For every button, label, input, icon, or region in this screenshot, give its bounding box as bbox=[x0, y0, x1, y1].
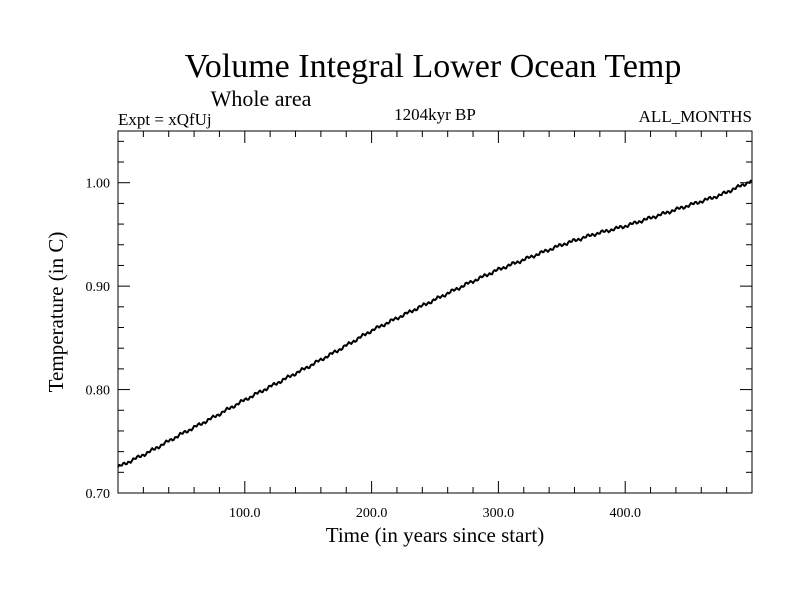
x-tick-label: 100.0 bbox=[229, 506, 261, 521]
y-tick-label: 0.90 bbox=[86, 280, 111, 295]
y-tick-label: 0.80 bbox=[86, 384, 111, 399]
y-tick-label: 0.70 bbox=[86, 487, 111, 502]
series-line bbox=[117, 179, 753, 468]
y-tick-labels: 0.70 0.80 0.90 1.00 bbox=[86, 177, 111, 502]
y-tick-label: 1.00 bbox=[86, 177, 111, 192]
y-axis-label: Temperature (in C) bbox=[44, 232, 68, 393]
chart-subtitle: Whole area bbox=[211, 86, 312, 111]
plot-frame bbox=[117, 130, 753, 494]
months-label: ALL_MONTHS bbox=[639, 107, 752, 126]
ticks-layer bbox=[118, 131, 752, 493]
x-tick-label: 200.0 bbox=[356, 506, 388, 521]
x-tick-labels: 100.0 200.0 300.0 400.0 bbox=[229, 506, 641, 521]
x-tick-label: 400.0 bbox=[609, 506, 641, 521]
x-tick-label: 300.0 bbox=[483, 506, 515, 521]
experiment-label: Expt = xQfUj bbox=[118, 110, 212, 129]
chart-title: Volume Integral Lower Ocean Temp bbox=[185, 48, 682, 85]
series-layer bbox=[117, 179, 753, 468]
x-axis-label: Time (in years since start) bbox=[326, 523, 545, 547]
period-label: 1204kyr BP bbox=[394, 105, 476, 124]
